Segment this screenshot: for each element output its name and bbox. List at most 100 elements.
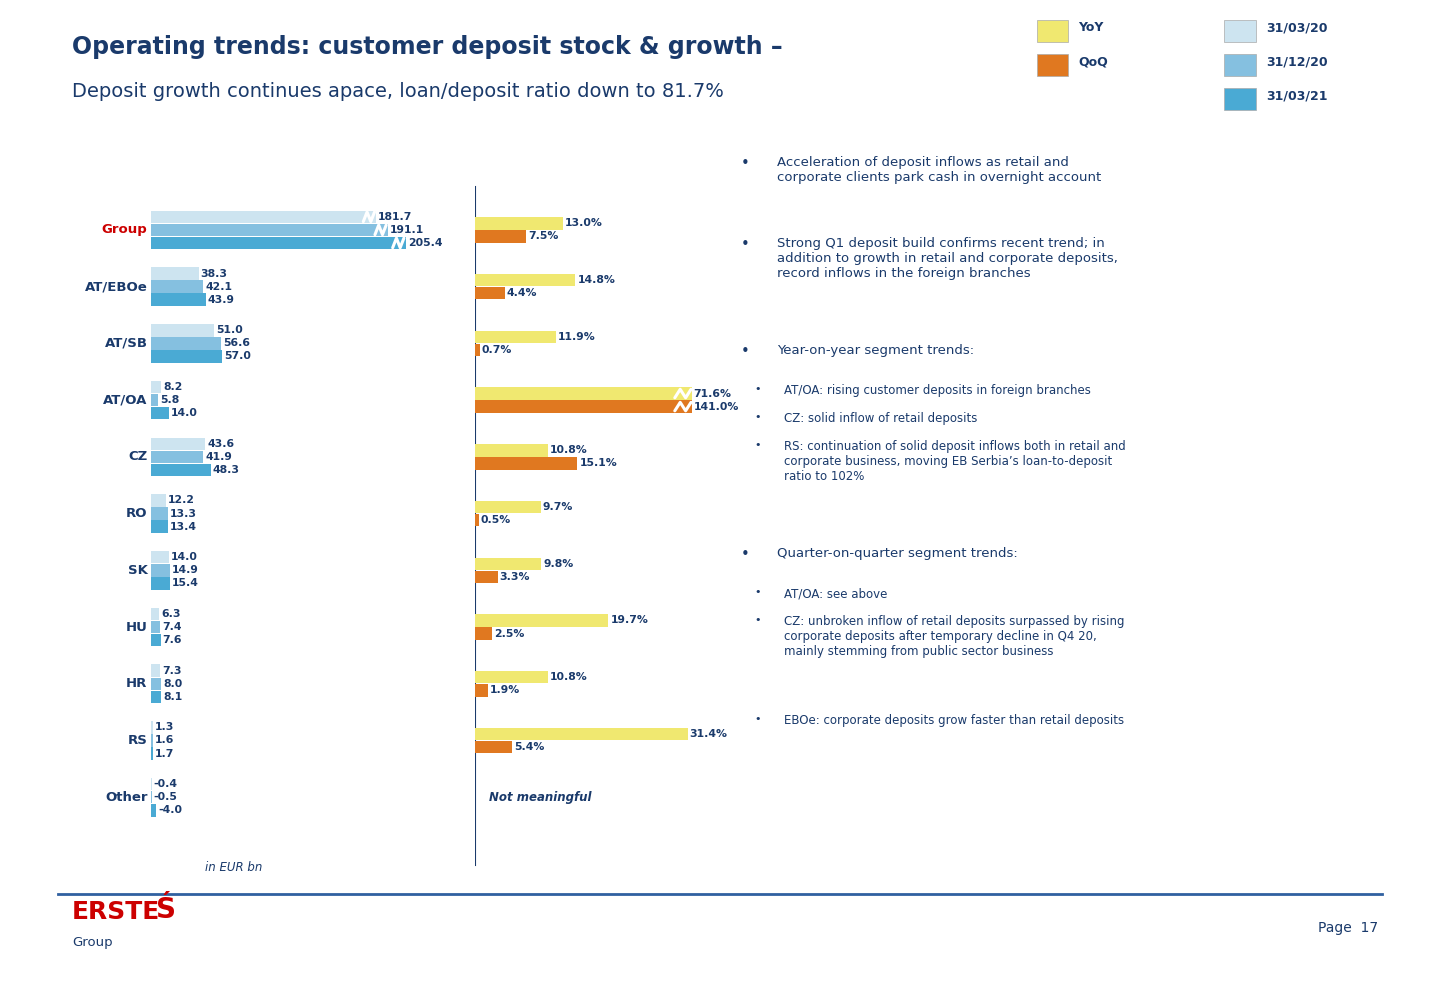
Text: 51.0: 51.0: [216, 325, 243, 335]
Bar: [151, 664, 160, 677]
Text: CZ: unbroken inflow of retail deposits surpassed by rising
corporate deposits af: CZ: unbroken inflow of retail deposits s…: [783, 614, 1125, 658]
Text: 71.6%: 71.6%: [694, 389, 732, 399]
Bar: [475, 331, 556, 343]
Bar: [475, 728, 687, 740]
Text: -4.0: -4.0: [158, 806, 181, 816]
Text: 1.7: 1.7: [156, 749, 174, 759]
Bar: [151, 734, 153, 747]
Bar: [151, 267, 199, 280]
Bar: [475, 344, 480, 356]
Text: 15.4: 15.4: [173, 578, 199, 588]
Bar: [475, 274, 576, 286]
Text: 191.1: 191.1: [390, 225, 425, 235]
Text: •: •: [755, 385, 760, 395]
Text: 205.4: 205.4: [408, 238, 442, 248]
Bar: [475, 287, 505, 299]
Text: 141.0%: 141.0%: [694, 402, 739, 412]
Text: 1.6: 1.6: [156, 736, 174, 746]
Text: 9.7%: 9.7%: [543, 502, 573, 512]
Text: 31/12/20: 31/12/20: [1266, 55, 1328, 69]
Text: Operating trends: customer deposit stock & growth –: Operating trends: customer deposit stock…: [72, 35, 782, 59]
Bar: [151, 337, 222, 350]
Bar: [151, 621, 160, 633]
Bar: [151, 464, 212, 477]
Text: 0.5%: 0.5%: [481, 515, 511, 525]
Text: CZ: CZ: [128, 451, 147, 464]
Text: 12.2: 12.2: [168, 496, 196, 505]
Text: •: •: [755, 587, 760, 597]
Text: -0.4: -0.4: [154, 780, 177, 790]
Bar: [151, 394, 158, 407]
Text: in EUR bn: in EUR bn: [204, 860, 262, 873]
Text: •: •: [755, 614, 760, 624]
Bar: [151, 438, 206, 450]
Text: 13.4: 13.4: [170, 521, 197, 531]
Bar: [475, 570, 498, 583]
Bar: [151, 577, 170, 589]
Text: 31/03/20: 31/03/20: [1266, 21, 1328, 35]
Bar: [475, 444, 549, 457]
Bar: [151, 678, 161, 690]
Text: 1.9%: 1.9%: [490, 685, 520, 695]
Bar: [151, 691, 161, 703]
Bar: [475, 401, 691, 413]
Text: AT/OA: AT/OA: [104, 394, 147, 407]
Bar: [151, 495, 167, 506]
Text: 7.6: 7.6: [163, 635, 181, 645]
Text: 15.1%: 15.1%: [579, 459, 618, 469]
Bar: [151, 236, 406, 249]
Bar: [475, 387, 691, 400]
Text: 5.8: 5.8: [160, 395, 180, 405]
Text: 7.3: 7.3: [163, 666, 181, 676]
Text: 10.8%: 10.8%: [550, 672, 588, 682]
Bar: [151, 407, 168, 420]
Text: 43.9: 43.9: [207, 295, 235, 305]
Bar: [151, 721, 153, 734]
Bar: [475, 513, 478, 526]
Text: 7.4: 7.4: [163, 622, 181, 632]
Text: 43.6: 43.6: [207, 439, 235, 449]
Text: 8.0: 8.0: [163, 679, 183, 689]
Bar: [475, 557, 541, 570]
Text: 19.7%: 19.7%: [611, 615, 648, 625]
Text: Strong Q1 deposit build confirms recent trend; in
addition to growth in retail a: Strong Q1 deposit build confirms recent …: [778, 237, 1119, 280]
Bar: [475, 500, 541, 513]
Text: EBOe: corporate deposits grow faster than retail deposits: EBOe: corporate deposits grow faster tha…: [783, 714, 1125, 727]
Text: AT/EBOe: AT/EBOe: [85, 280, 147, 293]
Text: 8.2: 8.2: [163, 382, 183, 392]
Text: Page  17: Page 17: [1318, 921, 1378, 935]
Bar: [151, 223, 387, 236]
Bar: [151, 381, 161, 393]
Bar: [151, 551, 168, 563]
Text: YoY: YoY: [1079, 21, 1104, 35]
Bar: [151, 564, 170, 576]
Text: RS: RS: [128, 734, 147, 747]
Text: Year-on-year segment trends:: Year-on-year segment trends:: [778, 344, 975, 357]
Text: •: •: [742, 546, 750, 561]
Bar: [151, 210, 376, 223]
Text: AT/SB: AT/SB: [105, 337, 147, 350]
Bar: [151, 748, 153, 760]
Text: 181.7: 181.7: [379, 211, 413, 221]
Bar: [151, 451, 203, 463]
Bar: [475, 457, 577, 470]
Text: 56.6: 56.6: [223, 338, 251, 348]
Text: •: •: [742, 237, 750, 252]
Text: 6.3: 6.3: [161, 609, 180, 619]
Text: 31.4%: 31.4%: [690, 729, 727, 739]
Text: 48.3: 48.3: [213, 465, 240, 475]
Bar: [475, 230, 526, 242]
Text: QoQ: QoQ: [1079, 55, 1109, 69]
Text: Other: Other: [105, 791, 147, 804]
Text: 14.0: 14.0: [170, 552, 197, 562]
Text: Quarter-on-quarter segment trends:: Quarter-on-quarter segment trends:: [778, 546, 1018, 559]
Text: 41.9: 41.9: [204, 452, 232, 462]
Text: 4.4%: 4.4%: [507, 288, 537, 298]
Text: HU: HU: [125, 620, 147, 633]
Text: 7.5%: 7.5%: [528, 231, 559, 241]
Text: 13.3: 13.3: [170, 508, 196, 518]
Bar: [475, 217, 563, 229]
Text: CZ: solid inflow of retail deposits: CZ: solid inflow of retail deposits: [783, 412, 978, 425]
Text: •: •: [755, 714, 760, 724]
Text: ERSTE: ERSTE: [72, 900, 160, 924]
